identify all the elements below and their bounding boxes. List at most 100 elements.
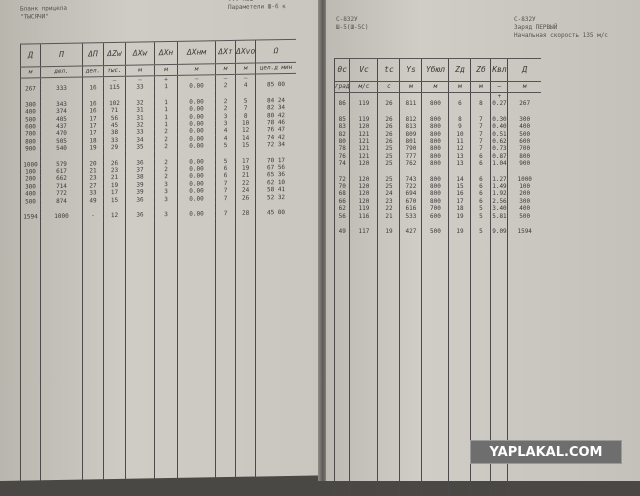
table-cell: 0.87 [490,152,508,161]
table-cell: 120 [349,190,378,198]
table-cell: 5 [470,228,491,236]
sign-cell [349,92,378,101]
unit-cell: с [377,81,400,93]
table-cell: 1594 [20,213,41,222]
column-header: Ω [255,39,296,64]
table-cell: 0.62 [490,138,508,146]
column-header: Ys [399,58,422,82]
spacer-cell [490,235,508,496]
column-header: Д [507,58,541,82]
table-cell: 500 [507,212,541,221]
table-cell: 9 [448,123,471,131]
table-cell: 74 [333,160,350,168]
table-cell: 26 [377,100,400,108]
table-cell: 6 [470,190,491,198]
table-cell: 8 [470,100,491,108]
table-cell: 800 [421,160,449,168]
table-cell: 1.27 [490,175,508,184]
table-cell: 24 [377,190,400,198]
spacer-cell [349,220,378,229]
unit-cell: дел. [40,66,83,78]
spacer-cell [448,220,471,229]
table-cell: 500 [421,228,449,236]
sign-cell [507,92,541,101]
table-cell: 427 [399,228,422,236]
table-row: 68 120 24 694 800 16 6 1.92 200 [333,190,581,198]
unit-cell: м [177,63,216,76]
spacer-cell [470,220,491,229]
table-row: 78 121 25 790 800 12 7 0.73 700 [333,145,581,153]
sign-cell [399,92,422,101]
table-cell: 7 [470,130,491,139]
sign-cell [377,92,400,101]
table-cell: 10 [448,130,471,139]
table-cell: 19 [448,212,471,221]
table-cell: 1.04 [490,160,508,168]
table-cell: 400 [507,123,541,131]
unit-cell: м [448,81,471,93]
table-cell: 13 [448,152,471,161]
table-cell: 700 [507,145,541,153]
table-cell: 800 [421,123,449,131]
table-cell: 56 [333,212,350,221]
spacer-cell [349,235,378,496]
unit-cell: м [507,81,541,93]
table-row: 85 119 26 812 800 8 7 0.30 300 [333,115,581,124]
table-cell: 600 [507,138,541,146]
table-cell: 400 [507,205,541,213]
column-header: Vc [349,58,378,82]
spacer-cell [421,220,449,229]
spacer-cell [377,220,400,229]
table-row: 72 120 25 743 800 14 6 1.27 1000 [333,175,581,184]
table-cell: 116 [349,212,378,221]
table-cell: 17 [448,197,471,206]
table-cell: 119 [349,115,378,124]
right-book-page: С-832У Ш-5(Ш-5С) С-832У Заряд ПЕРВЫЙ Нач… [326,0,640,496]
spacer-cell [377,107,400,116]
table-cell: 76 [333,152,350,161]
table-cell: 0.27 [490,100,508,108]
table-cell: 70 [333,183,350,191]
spacer-cell [333,107,350,116]
table-row: 62 119 22 616 700 18 5 3.40 400 [333,205,581,213]
table-cell: 777 [399,152,422,161]
unit-cell: — [490,81,508,93]
column-header: Zб [470,58,491,82]
table-cell: 800 [421,100,449,108]
spacer-cell [470,107,491,116]
spacer-cell [82,219,104,481]
table-cell: 722 [399,183,422,191]
spacer-cell [421,107,449,116]
table-cell: 5 [470,205,491,213]
table-row: 86 119 26 811 800 6 8 0.27 267 [333,100,581,108]
table-cell: 300 [507,115,541,124]
column-header: ΔZw [103,42,126,66]
table-cell: 0.73 [490,145,508,153]
spacer-cell [349,107,378,116]
table-cell: 18 [448,205,471,213]
table-cell: 83 [333,123,350,131]
table-cell: 600 [421,212,449,221]
table-cell: 120 [349,197,378,206]
table-cell: 85 [333,115,350,124]
table-cell: 25 [377,152,400,161]
table-row: 66 120 23 670 800 17 6 2.56 300 [333,197,581,206]
table-row: 76 121 25 777 800 13 6 0.87 800 [333,152,581,161]
left-page-header-right: ... Н8Ш Параметели Ш-6 к [228,0,286,12]
spacer-cell [490,107,508,116]
table-cell: 1.92 [490,190,508,198]
unit-cell: м [20,66,41,79]
table-cell: 900 [507,160,541,168]
column-header: ΔXт [215,40,236,64]
table-cell: 500 [507,130,541,139]
table-cell: 117 [349,228,378,236]
unit-cell: м [125,64,155,77]
table-cell: 13 [448,160,471,168]
table-cell: 6 [470,183,491,191]
unit-cell: м [154,64,178,76]
table-cell: 8 [448,115,471,124]
table-cell: 66 [333,197,350,206]
table-cell: 2.56 [490,197,508,206]
